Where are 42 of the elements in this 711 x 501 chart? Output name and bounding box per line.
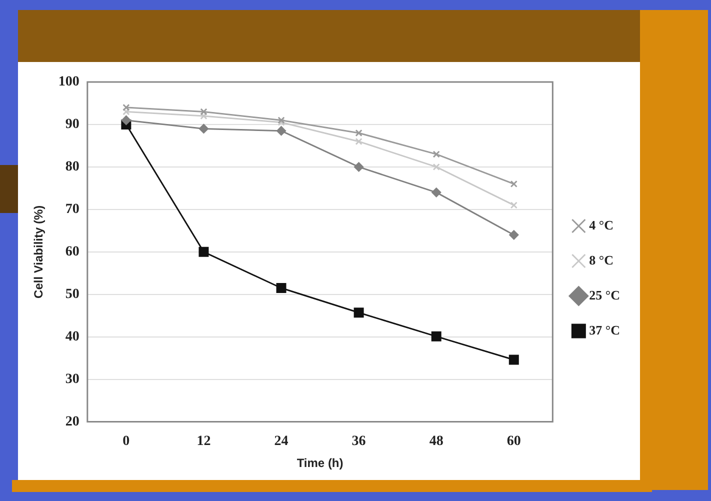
point — [121, 115, 131, 125]
point — [198, 246, 209, 257]
legend-label: 8 °C — [589, 252, 614, 268]
point — [122, 108, 130, 116]
point — [200, 108, 208, 116]
point — [508, 354, 519, 365]
y-tick-label: 90 — [65, 117, 80, 132]
y-tick-label: 40 — [65, 329, 80, 344]
y-tick-label: 60 — [65, 244, 80, 260]
x-axis-title: Time (h) — [296, 456, 344, 470]
point — [276, 283, 286, 293]
point — [432, 163, 440, 171]
point — [510, 180, 518, 188]
x-tick-label: 60 — [506, 434, 521, 449]
legend-label: 25 °C — [589, 287, 620, 302]
point — [354, 162, 364, 172]
point — [509, 230, 519, 240]
point — [122, 104, 130, 112]
y-tick-label: 50 — [65, 286, 80, 302]
point — [200, 112, 208, 120]
legend-label: 4 °C — [589, 217, 614, 232]
x-tick-label: 24 — [274, 434, 288, 449]
y-tick-label: 70 — [65, 202, 80, 218]
point — [432, 150, 440, 158]
x-tick-label: 36 — [352, 434, 366, 449]
point — [431, 331, 442, 342]
y-tick-label: 30 — [65, 372, 80, 387]
x-tick-label: 0 — [122, 434, 130, 449]
x-tick-label: 12 — [196, 434, 211, 449]
y-tick-label: 80 — [65, 160, 80, 175]
point — [354, 308, 364, 318]
point — [355, 129, 362, 137]
x-tick-label: 48 — [429, 434, 444, 449]
y-axis-title: Cell Viability (%) — [32, 205, 46, 298]
point — [355, 138, 362, 146]
y-tick-label: 20 — [65, 414, 80, 430]
point — [276, 126, 286, 136]
point — [510, 202, 518, 209]
point — [198, 124, 208, 134]
point — [432, 188, 442, 198]
y-tick-label: 100 — [58, 74, 80, 90]
legend-label: 37 °C — [589, 322, 620, 338]
